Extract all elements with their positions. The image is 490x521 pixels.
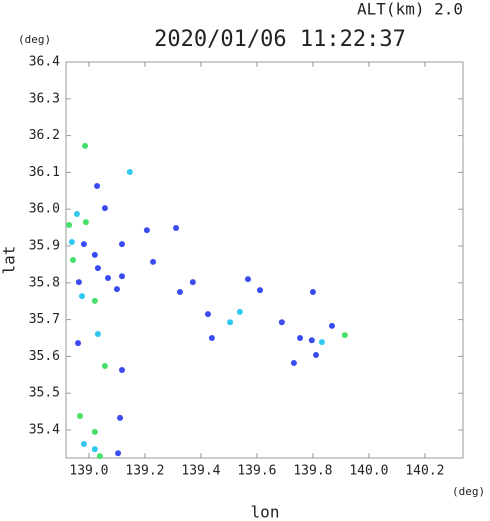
y-tick-label: 35.6 bbox=[29, 349, 60, 364]
x-unit: (deg) bbox=[452, 485, 485, 498]
plot-frame bbox=[65, 61, 464, 459]
echo-point bbox=[118, 273, 125, 280]
echo-point bbox=[101, 362, 108, 369]
echo-point bbox=[318, 339, 325, 346]
echo-point bbox=[236, 308, 243, 315]
y-tick-label: 35.7 bbox=[29, 312, 60, 327]
y-tick-label: 36.4 bbox=[29, 55, 60, 70]
echo-point bbox=[69, 257, 76, 263]
echo-point bbox=[75, 279, 82, 286]
echo-point bbox=[91, 297, 98, 304]
y-tick-label: 35.4 bbox=[29, 423, 60, 438]
echo-point bbox=[313, 351, 320, 358]
echo-point bbox=[176, 289, 183, 296]
echo-point bbox=[94, 330, 101, 337]
echo-point bbox=[126, 169, 133, 176]
echo-point bbox=[244, 276, 251, 283]
echo-point bbox=[104, 275, 111, 282]
echo-point bbox=[309, 289, 316, 296]
echo-point bbox=[257, 287, 264, 294]
echo-point bbox=[80, 441, 87, 448]
echo-point bbox=[80, 241, 87, 248]
echo-point bbox=[96, 453, 103, 460]
echo-point bbox=[101, 205, 108, 212]
echo-point bbox=[91, 251, 98, 258]
echo-point bbox=[94, 265, 101, 272]
echo-point bbox=[91, 428, 98, 435]
echo-point bbox=[118, 241, 125, 248]
echo-point bbox=[82, 142, 89, 149]
echo-point bbox=[189, 279, 196, 286]
echo-point bbox=[341, 332, 348, 339]
echo-point bbox=[208, 335, 215, 342]
echo-point bbox=[66, 222, 73, 229]
x-tick-label: 140.2 bbox=[405, 464, 444, 479]
echo-point bbox=[290, 360, 297, 367]
y-tick-label: 35.5 bbox=[29, 386, 60, 401]
x-tick-label: 139.2 bbox=[125, 464, 164, 479]
x-tick-label: 139.4 bbox=[181, 464, 220, 479]
y-tick-label: 35.8 bbox=[29, 275, 60, 290]
echo-point bbox=[68, 238, 75, 245]
echo-point bbox=[75, 340, 82, 347]
echo-point bbox=[91, 446, 98, 453]
y-tick-label: 36.3 bbox=[29, 91, 60, 106]
echo-point bbox=[328, 322, 335, 329]
altitude-label: ALT(km) 2.0 bbox=[357, 0, 463, 19]
echo-point bbox=[297, 335, 304, 342]
x-tick-label: 139.0 bbox=[69, 464, 108, 479]
echo-point bbox=[117, 414, 124, 421]
echo-point bbox=[204, 311, 211, 318]
x-tick-label: 139.6 bbox=[237, 464, 276, 479]
echo-point bbox=[118, 367, 125, 374]
y-unit: (deg) bbox=[18, 33, 51, 46]
echo-point bbox=[143, 227, 150, 234]
echo-point bbox=[76, 413, 83, 420]
echo-point bbox=[227, 319, 234, 326]
echo-point bbox=[173, 224, 180, 231]
x-tick-label: 140.0 bbox=[349, 464, 388, 479]
echo-point bbox=[113, 286, 120, 293]
y-tick-label: 36.1 bbox=[29, 165, 60, 180]
echo-point bbox=[78, 293, 85, 300]
x-axis-label: lon bbox=[251, 503, 280, 521]
y-tick-label: 36.0 bbox=[29, 202, 60, 217]
echo-point bbox=[115, 450, 122, 457]
chart-title: 2020/01/06 11:22:37 bbox=[154, 27, 406, 52]
y-tick-label: 35.9 bbox=[29, 239, 60, 254]
echo-point bbox=[73, 210, 80, 217]
echo-point bbox=[308, 337, 315, 344]
y-tick-label: 36.2 bbox=[29, 128, 60, 143]
echo-point bbox=[94, 183, 101, 190]
echo-point bbox=[278, 319, 285, 326]
echo-point bbox=[150, 258, 157, 265]
y-axis-label: lat bbox=[0, 246, 19, 275]
x-tick-label: 139.8 bbox=[293, 464, 332, 479]
echo-point bbox=[82, 219, 89, 226]
